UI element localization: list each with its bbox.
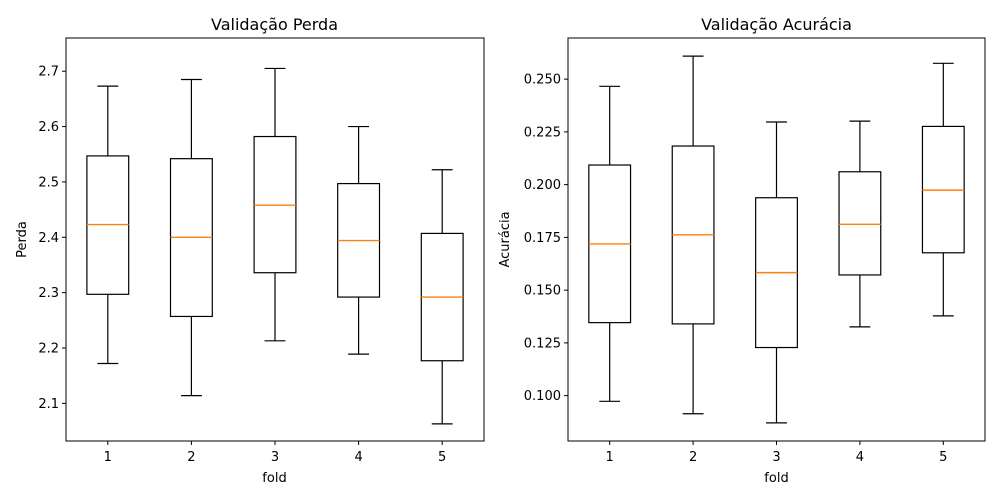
boxplot-fold-5 <box>420 169 464 425</box>
x-tick-label: 4 <box>354 450 362 465</box>
boxplot-fold-5 <box>921 62 965 317</box>
boxplot-fold-2 <box>671 55 715 415</box>
y-tick-label: 2.4 <box>38 231 59 246</box>
y-tick-label: 2.5 <box>38 175 59 190</box>
y-tick-label: 0.225 <box>524 125 561 140</box>
panel-perda: Validação Perda 2.1 2.2 2.3 2.4 2.5 2.6 2.7 1 2… <box>15 15 485 486</box>
x-axis-label: fold <box>262 471 286 486</box>
y-tick-label: 0.125 <box>524 336 561 351</box>
y-tick-label: 0.175 <box>524 231 561 246</box>
boxplot-fold-1 <box>588 85 632 402</box>
plot-frame <box>567 37 986 442</box>
x-ticks: 1 2 3 4 5 <box>104 441 446 465</box>
x-tick-label: 5 <box>939 450 947 465</box>
iqr-box <box>838 171 882 276</box>
x-tick-label: 3 <box>772 450 780 465</box>
x-tick-label: 3 <box>271 450 279 465</box>
y-ticks: 2.1 2.2 2.3 2.4 2.5 2.6 2.7 <box>38 65 66 412</box>
boxplot-fold-1 <box>86 85 130 365</box>
y-axis-label: Perda <box>15 221 30 258</box>
x-tick-label: 5 <box>438 450 446 465</box>
y-ticks: 0.100 0.125 0.150 0.175 0.200 0.225 0.250 <box>524 73 568 404</box>
x-tick-label: 4 <box>856 450 864 465</box>
x-tick-label: 1 <box>104 450 112 465</box>
y-tick-label: 2.6 <box>38 120 59 135</box>
y-tick-label: 0.200 <box>524 178 561 193</box>
x-tick-label: 2 <box>187 450 195 465</box>
panel-acuracia: Validação Acurácia 0.1000.1250.1500.1750… <box>498 15 986 486</box>
boxes <box>588 55 965 424</box>
boxplot-fold-3 <box>253 67 297 342</box>
x-tick-label: 1 <box>606 450 614 465</box>
x-axis-label: fold <box>764 471 788 486</box>
y-tick-label: 0.150 <box>524 284 561 299</box>
y-axis-label: Acurácia <box>498 211 513 267</box>
boxplot-fold-4 <box>337 125 381 355</box>
boxplot-fold-2 <box>169 78 213 397</box>
boxes <box>86 67 464 425</box>
y-tick-label: 2.7 <box>38 65 59 80</box>
x-tick-label: 2 <box>689 450 697 465</box>
y-tick-label: 0.100 <box>524 389 561 404</box>
y-tick-label: 0.250 <box>524 73 561 88</box>
y-tick-label: 2.2 <box>38 342 59 357</box>
y-tick-label: 2.1 <box>38 397 59 412</box>
chart-title: Validação Perda <box>211 15 338 34</box>
plot-frame <box>65 37 485 442</box>
x-ticks: 1 2 3 4 5 <box>606 441 947 465</box>
y-tick-label: 2.3 <box>38 286 59 301</box>
boxplot-fold-4 <box>838 120 882 328</box>
boxplot-fold-3 <box>755 121 798 424</box>
chart-title: Validação Acurácia <box>701 15 852 34</box>
